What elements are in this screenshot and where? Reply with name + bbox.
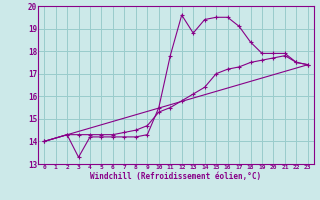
X-axis label: Windchill (Refroidissement éolien,°C): Windchill (Refroidissement éolien,°C) (91, 172, 261, 181)
